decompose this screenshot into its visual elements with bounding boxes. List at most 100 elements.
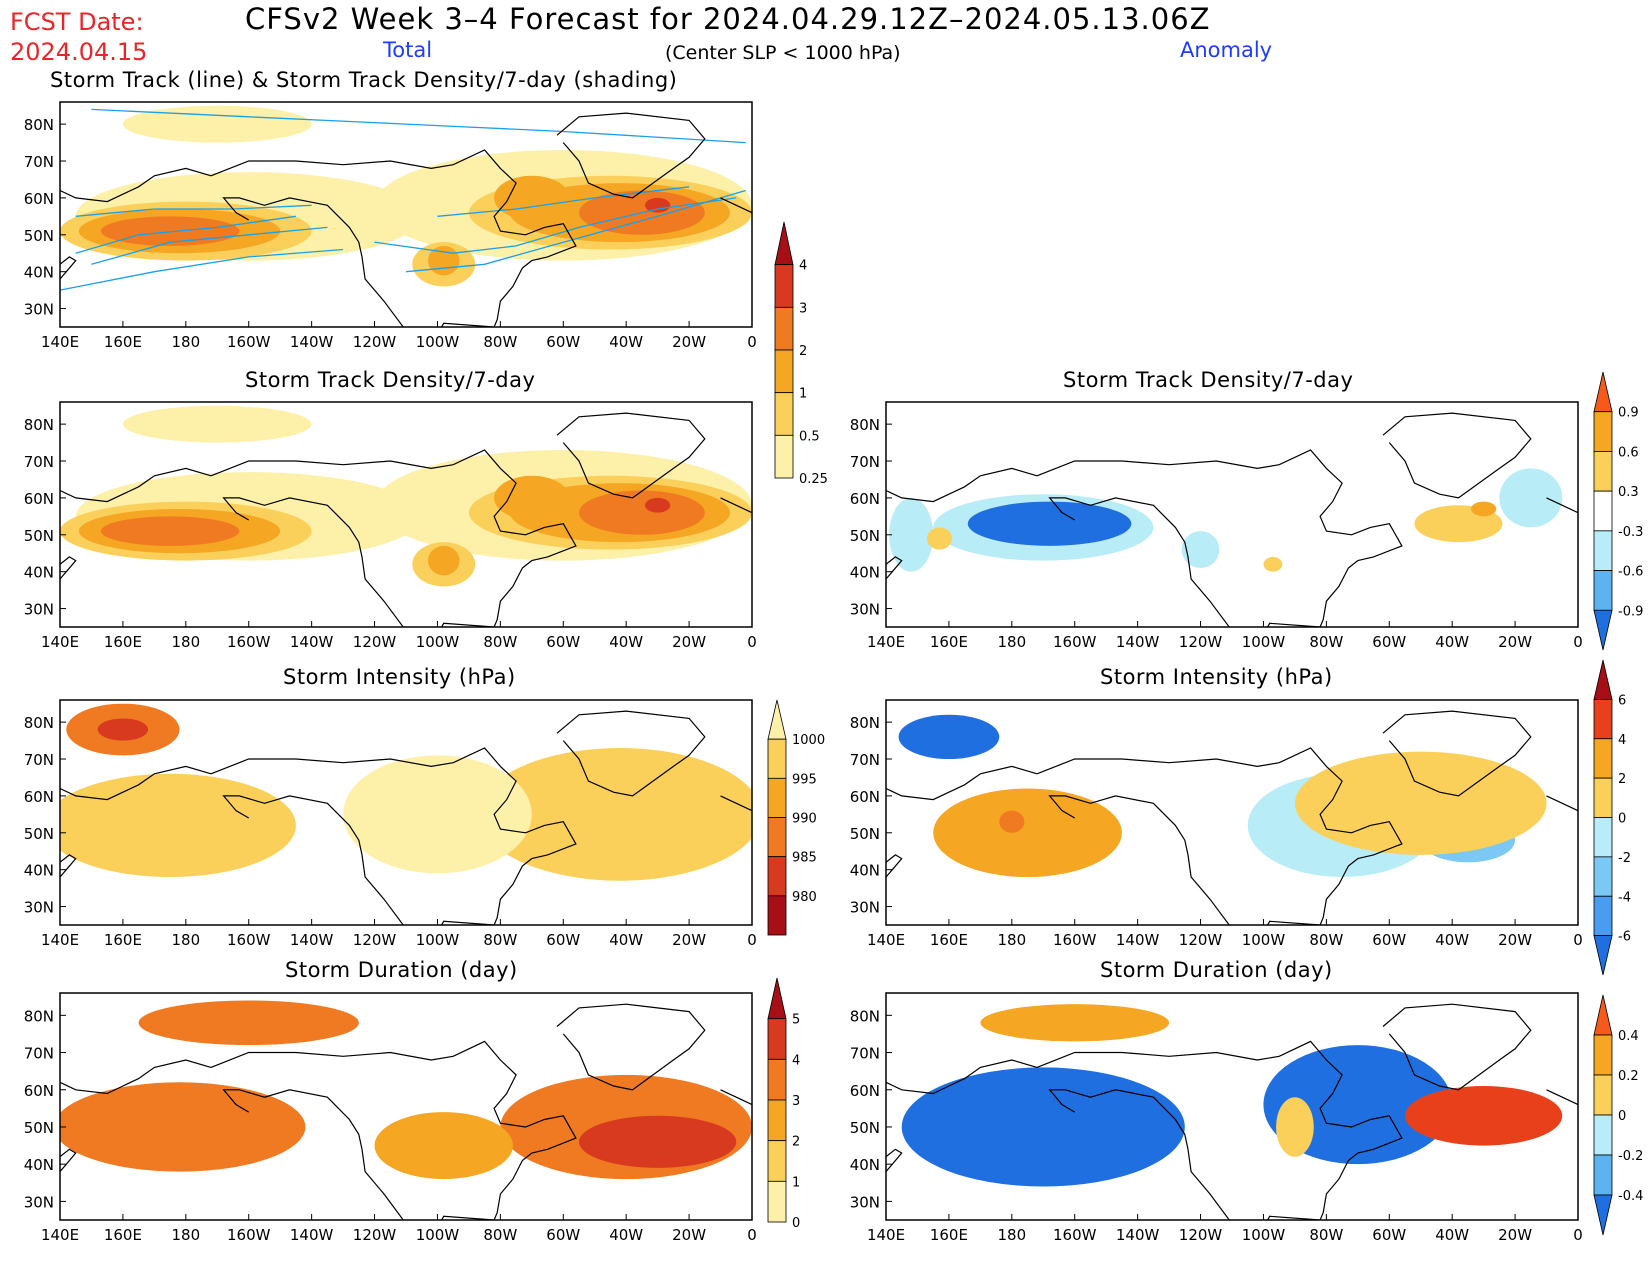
field-shade bbox=[97, 718, 149, 741]
field-shade bbox=[494, 175, 570, 221]
lat-tick-label: 70N bbox=[24, 453, 54, 471]
lon-tick-label: 20W bbox=[672, 1226, 706, 1244]
colorbar-swatch bbox=[774, 434, 794, 479]
map-frame bbox=[885, 401, 1579, 628]
coastline bbox=[60, 854, 77, 878]
lon-tick-label: 160W bbox=[227, 633, 271, 651]
lon-tick-label: 160E bbox=[104, 333, 142, 351]
lat-tick-label: 70N bbox=[850, 453, 880, 471]
lon-tick-label: 160E bbox=[104, 931, 142, 949]
map-panel-intensity-total: 80N 70N 60N 50N 40N 30N 140E 160E 180 160W 140W 120… bbox=[24, 699, 757, 949]
lon-tick-label: 140W bbox=[290, 1226, 334, 1244]
field-shade bbox=[901, 1067, 1185, 1187]
lon-tick-label: 160W bbox=[1053, 931, 1097, 949]
lon-tick-label: 80W bbox=[483, 633, 517, 651]
field-shade bbox=[1181, 531, 1220, 568]
lon-tick-label: 140W bbox=[1116, 633, 1160, 651]
lat-tick-label: 70N bbox=[850, 1045, 880, 1063]
lat-tick-label: 30N bbox=[24, 1193, 54, 1211]
colorbar-swatch bbox=[767, 817, 787, 858]
storm-track-line bbox=[405, 189, 746, 273]
colorbar-label: -0.3 bbox=[1618, 525, 1643, 540]
lon-tick-label: 40W bbox=[609, 633, 643, 651]
storm-track-line bbox=[75, 215, 296, 254]
colorbar-cb-duration-anom: 0.4 0.2 0 -0.2 -0.4 bbox=[1593, 994, 1643, 1236]
colorbar-label: 4 bbox=[792, 1053, 800, 1068]
field-shade bbox=[889, 497, 934, 572]
lat-tick-label: 50N bbox=[850, 825, 880, 843]
field-shade bbox=[1294, 751, 1547, 855]
lat-tick-label: 40N bbox=[850, 862, 880, 880]
lat-tick-label: 30N bbox=[24, 899, 54, 917]
lon-tick-label: 0 bbox=[747, 633, 757, 651]
lon-tick-label: 160W bbox=[227, 333, 271, 351]
colorbar-swatch bbox=[1593, 698, 1613, 740]
lon-tick-label: 160W bbox=[1053, 1226, 1097, 1244]
field-shade bbox=[100, 516, 240, 546]
colorbar-label: 0.25 bbox=[799, 472, 828, 487]
lat-tick-label: 60N bbox=[850, 490, 880, 508]
coastline bbox=[1546, 497, 1578, 514]
lon-tick-label: 140E bbox=[867, 931, 905, 949]
anomaly-label: Anomaly bbox=[1180, 38, 1273, 62]
coastline bbox=[60, 1059, 212, 1095]
lon-tick-label: 40W bbox=[609, 333, 643, 351]
colorbar-swatch bbox=[1593, 1154, 1613, 1196]
coastline bbox=[1546, 1089, 1578, 1106]
lon-tick-label: 80W bbox=[483, 1226, 517, 1244]
lat-tick-label: 60N bbox=[24, 490, 54, 508]
lon-tick-label: 180 bbox=[171, 633, 200, 651]
map-field-layer bbox=[60, 402, 752, 627]
lat-tick-label: 40N bbox=[850, 1156, 880, 1174]
colorbar-swatch bbox=[1593, 411, 1613, 452]
colorbar-label: 1 bbox=[792, 1175, 800, 1190]
lat-tick-label: 60N bbox=[850, 788, 880, 806]
field-shade bbox=[579, 1115, 737, 1168]
lat-tick-label: 80N bbox=[24, 714, 54, 732]
panel-title: Storm Track Density/7-day bbox=[245, 368, 536, 392]
lat-tick-label: 70N bbox=[24, 1045, 54, 1063]
lon-tick-label: 180 bbox=[997, 1226, 1026, 1244]
colorbar-label: 3 bbox=[792, 1094, 800, 1109]
colorbar-arrow-top bbox=[767, 977, 787, 1020]
lon-tick-label: 100W bbox=[416, 1226, 460, 1244]
map-frame bbox=[59, 101, 753, 328]
map-field-layer bbox=[886, 402, 1578, 627]
lat-tick-label: 70N bbox=[24, 751, 54, 769]
colorbar-label: 3 bbox=[799, 301, 807, 316]
lat-tick-label: 60N bbox=[24, 1082, 54, 1100]
lon-tick-label: 60W bbox=[1372, 633, 1406, 651]
colorbar-swatch bbox=[767, 1058, 787, 1101]
field-shade bbox=[138, 1000, 359, 1046]
coastline bbox=[886, 556, 903, 580]
lon-tick-label: 40W bbox=[1435, 1226, 1469, 1244]
colorbar-arrow-bottom bbox=[1593, 1194, 1613, 1236]
lon-tick-label: 160W bbox=[227, 931, 271, 949]
field-shade bbox=[1471, 501, 1497, 517]
lon-tick-label: 60W bbox=[1372, 1226, 1406, 1244]
lat-tick-label: 30N bbox=[850, 1193, 880, 1211]
lon-tick-label: 0 bbox=[1573, 1226, 1583, 1244]
colorbar-swatch bbox=[1593, 570, 1613, 611]
lat-tick-label: 30N bbox=[24, 601, 54, 619]
colorbar-label: -0.9 bbox=[1618, 604, 1643, 619]
colorbar-label: -6 bbox=[1618, 930, 1631, 945]
panel-title: Storm Duration (day) bbox=[1100, 958, 1333, 982]
lon-tick-label: 40W bbox=[1435, 633, 1469, 651]
colorbar-label: 2 bbox=[792, 1135, 800, 1150]
colorbar-label: 1000 bbox=[792, 733, 825, 748]
lat-tick-label: 40N bbox=[24, 564, 54, 582]
colorbar-swatch bbox=[1593, 895, 1613, 937]
lon-tick-label: 140E bbox=[41, 1226, 79, 1244]
colorbar-swatch bbox=[774, 264, 794, 308]
panel-title: Storm Intensity (hPa) bbox=[283, 665, 516, 689]
lat-tick-label: 50N bbox=[850, 1119, 880, 1137]
field-shade bbox=[494, 475, 570, 521]
lon-tick-label: 180 bbox=[171, 931, 200, 949]
colorbar-arrow-top bbox=[767, 699, 787, 740]
lon-tick-label: 120W bbox=[353, 931, 397, 949]
lon-tick-label: 0 bbox=[1573, 931, 1583, 949]
lon-tick-label: 60W bbox=[546, 1226, 580, 1244]
colorbar-label: 0.2 bbox=[1618, 1069, 1639, 1084]
